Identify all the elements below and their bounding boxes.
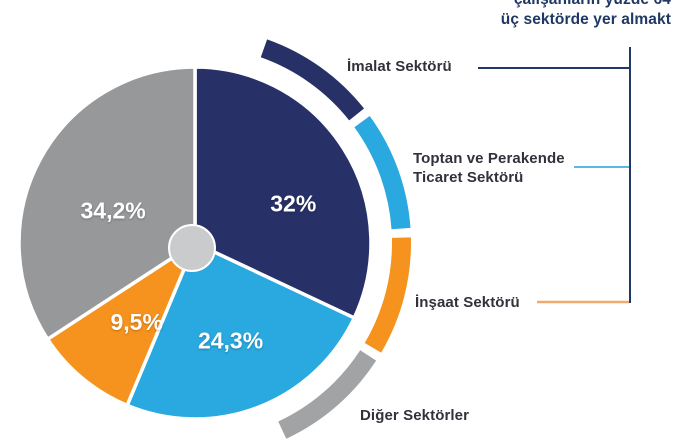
highlight-arc-segment — [278, 350, 377, 439]
chart-heading-line2: üç sektörde yer almakt — [500, 11, 671, 28]
label-diger-sektorler: Diğer Sektörler — [360, 407, 470, 424]
highlight-arc-ring — [260, 39, 411, 439]
pie-slice-2 — [45, 241, 197, 408]
pie-center-circle — [168, 224, 216, 272]
chart-heading-line1: çalışanların yüzde 64 — [501, 0, 671, 10]
pie-slice-0 — [193, 65, 373, 320]
pie-slices — [17, 65, 373, 421]
slice-percent-labels: 32% 24,3% 9,5% 34,2% — [81, 190, 317, 353]
slice-percent-label-3: 34,2% — [81, 198, 146, 224]
highlight-arc-segment — [260, 39, 365, 121]
highlight-arc-segment — [364, 237, 411, 353]
chart-heading: çalışanların yüzde 64 üç sektörde yer al… — [501, 0, 671, 30]
label-imalat-sektoru: İmalat Sektörü — [347, 58, 452, 75]
label-toptan-line2: Ticaret Sektörü — [413, 169, 524, 186]
slice-percent-label-0: 32% — [270, 190, 316, 216]
slice-percent-label-1: 24,3% — [198, 328, 263, 354]
highlight-arc-segment — [354, 116, 411, 230]
label-toptan-ticaret-sektoru: Toptan ve Perakende Ticaret Sektörü — [413, 149, 565, 187]
slice-percent-label-2: 9,5% — [110, 309, 162, 335]
pie-slice-3 — [17, 65, 197, 341]
label-insaat-sektoru: İnşaat Sektörü — [415, 294, 520, 311]
pie-slice-1 — [125, 241, 356, 421]
label-toptan-line1: Toptan ve Perakende — [413, 150, 565, 167]
